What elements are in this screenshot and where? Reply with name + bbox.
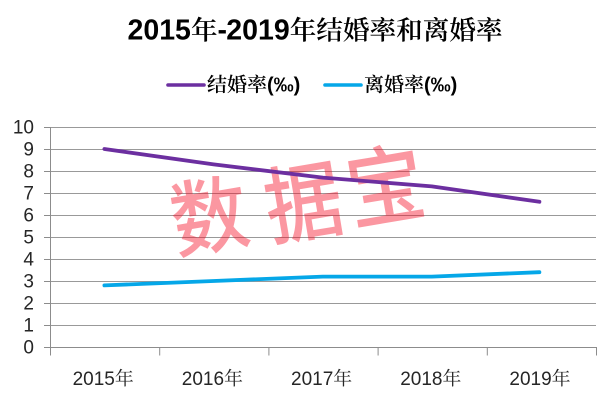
svg-text:2: 2 [23,294,34,315]
svg-text:6: 6 [23,206,34,227]
svg-text:10: 10 [13,118,34,139]
svg-text:2015: 2015 [73,369,115,390]
svg-text:5: 5 [23,228,34,249]
svg-text:9: 9 [23,140,34,161]
svg-text:2016: 2016 [182,369,224,390]
svg-text:2019: 2019 [509,369,551,390]
svg-text:7: 7 [23,184,34,205]
svg-text:(‰): (‰) [424,75,457,97]
svg-text:2017: 2017 [291,369,333,390]
svg-text:2019: 2019 [226,15,289,47]
svg-text:0: 0 [23,338,34,359]
svg-text:3: 3 [23,272,34,293]
svg-text:-: - [218,15,228,47]
svg-text:8: 8 [23,162,34,183]
svg-text:4: 4 [23,250,34,271]
svg-text:2018: 2018 [400,369,442,390]
svg-text:(‰): (‰) [267,75,300,97]
svg-text:2015: 2015 [128,15,192,47]
svg-text:1: 1 [23,316,34,337]
